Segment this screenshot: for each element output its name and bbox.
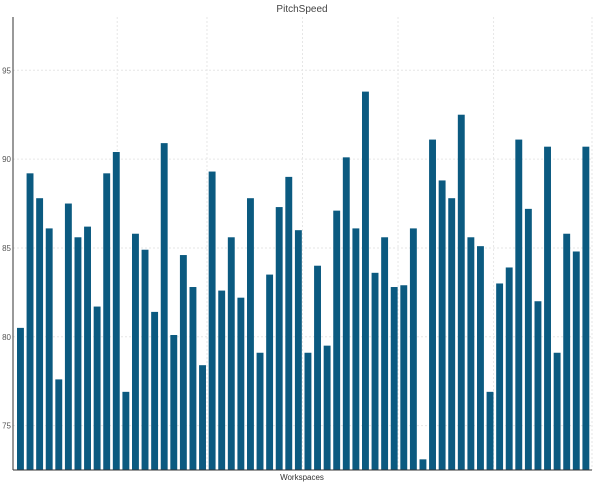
bar (64, 203, 72, 470)
bar (381, 237, 389, 470)
bar (362, 91, 369, 471)
bar (199, 365, 206, 470)
bar (227, 237, 235, 470)
bar (151, 311, 159, 470)
bar (256, 352, 264, 470)
bar (534, 301, 542, 470)
bar (323, 345, 331, 470)
bar (189, 287, 197, 470)
bar (390, 287, 398, 470)
y-tick-labels: 75 80 85 90 95 (2, 66, 11, 430)
bar (275, 207, 283, 470)
bar (342, 157, 350, 470)
bar (141, 249, 149, 470)
bar (448, 198, 456, 470)
bar (132, 233, 139, 470)
bar (36, 198, 44, 470)
x-axis-label: Workspaces (280, 473, 324, 482)
bar (112, 152, 120, 470)
bar (438, 180, 446, 470)
bar (208, 171, 216, 471)
chart-title: PitchSpeed (276, 4, 327, 15)
bar (409, 228, 417, 470)
bar (496, 283, 504, 470)
bar (160, 143, 168, 470)
bar (179, 255, 187, 470)
bar (55, 379, 63, 470)
bar (352, 228, 360, 470)
bar (524, 208, 532, 471)
bar (247, 198, 254, 470)
y-tick-label: 85 (2, 244, 11, 253)
bar (170, 334, 178, 470)
bar (17, 327, 24, 470)
bar (294, 230, 302, 470)
bar (457, 114, 465, 471)
bar (218, 290, 226, 470)
bar (572, 251, 580, 470)
bar (505, 267, 513, 470)
y-tick-label: 90 (2, 155, 11, 164)
bar (371, 272, 379, 470)
bar (304, 352, 312, 470)
bar (26, 173, 34, 470)
bar (237, 297, 245, 470)
bar (429, 139, 436, 470)
bar (582, 146, 590, 470)
bar (544, 146, 551, 470)
bar (563, 233, 571, 470)
y-tick-label: 80 (2, 333, 11, 342)
bar (285, 176, 293, 470)
bar (486, 391, 494, 470)
bar (333, 210, 341, 470)
bars (17, 91, 590, 471)
bar (84, 226, 91, 470)
bar (74, 237, 82, 470)
bar (553, 352, 561, 470)
bar (45, 228, 53, 470)
y-tick-label: 75 (2, 422, 11, 431)
bar (266, 274, 274, 470)
y-tick-label: 95 (2, 66, 11, 75)
bar (400, 285, 408, 470)
bar (515, 139, 523, 470)
bar (122, 391, 130, 470)
bar (419, 459, 427, 470)
bar (314, 265, 321, 470)
bar (467, 237, 475, 470)
bar (93, 306, 101, 470)
bar (103, 173, 111, 470)
bar (477, 246, 484, 470)
